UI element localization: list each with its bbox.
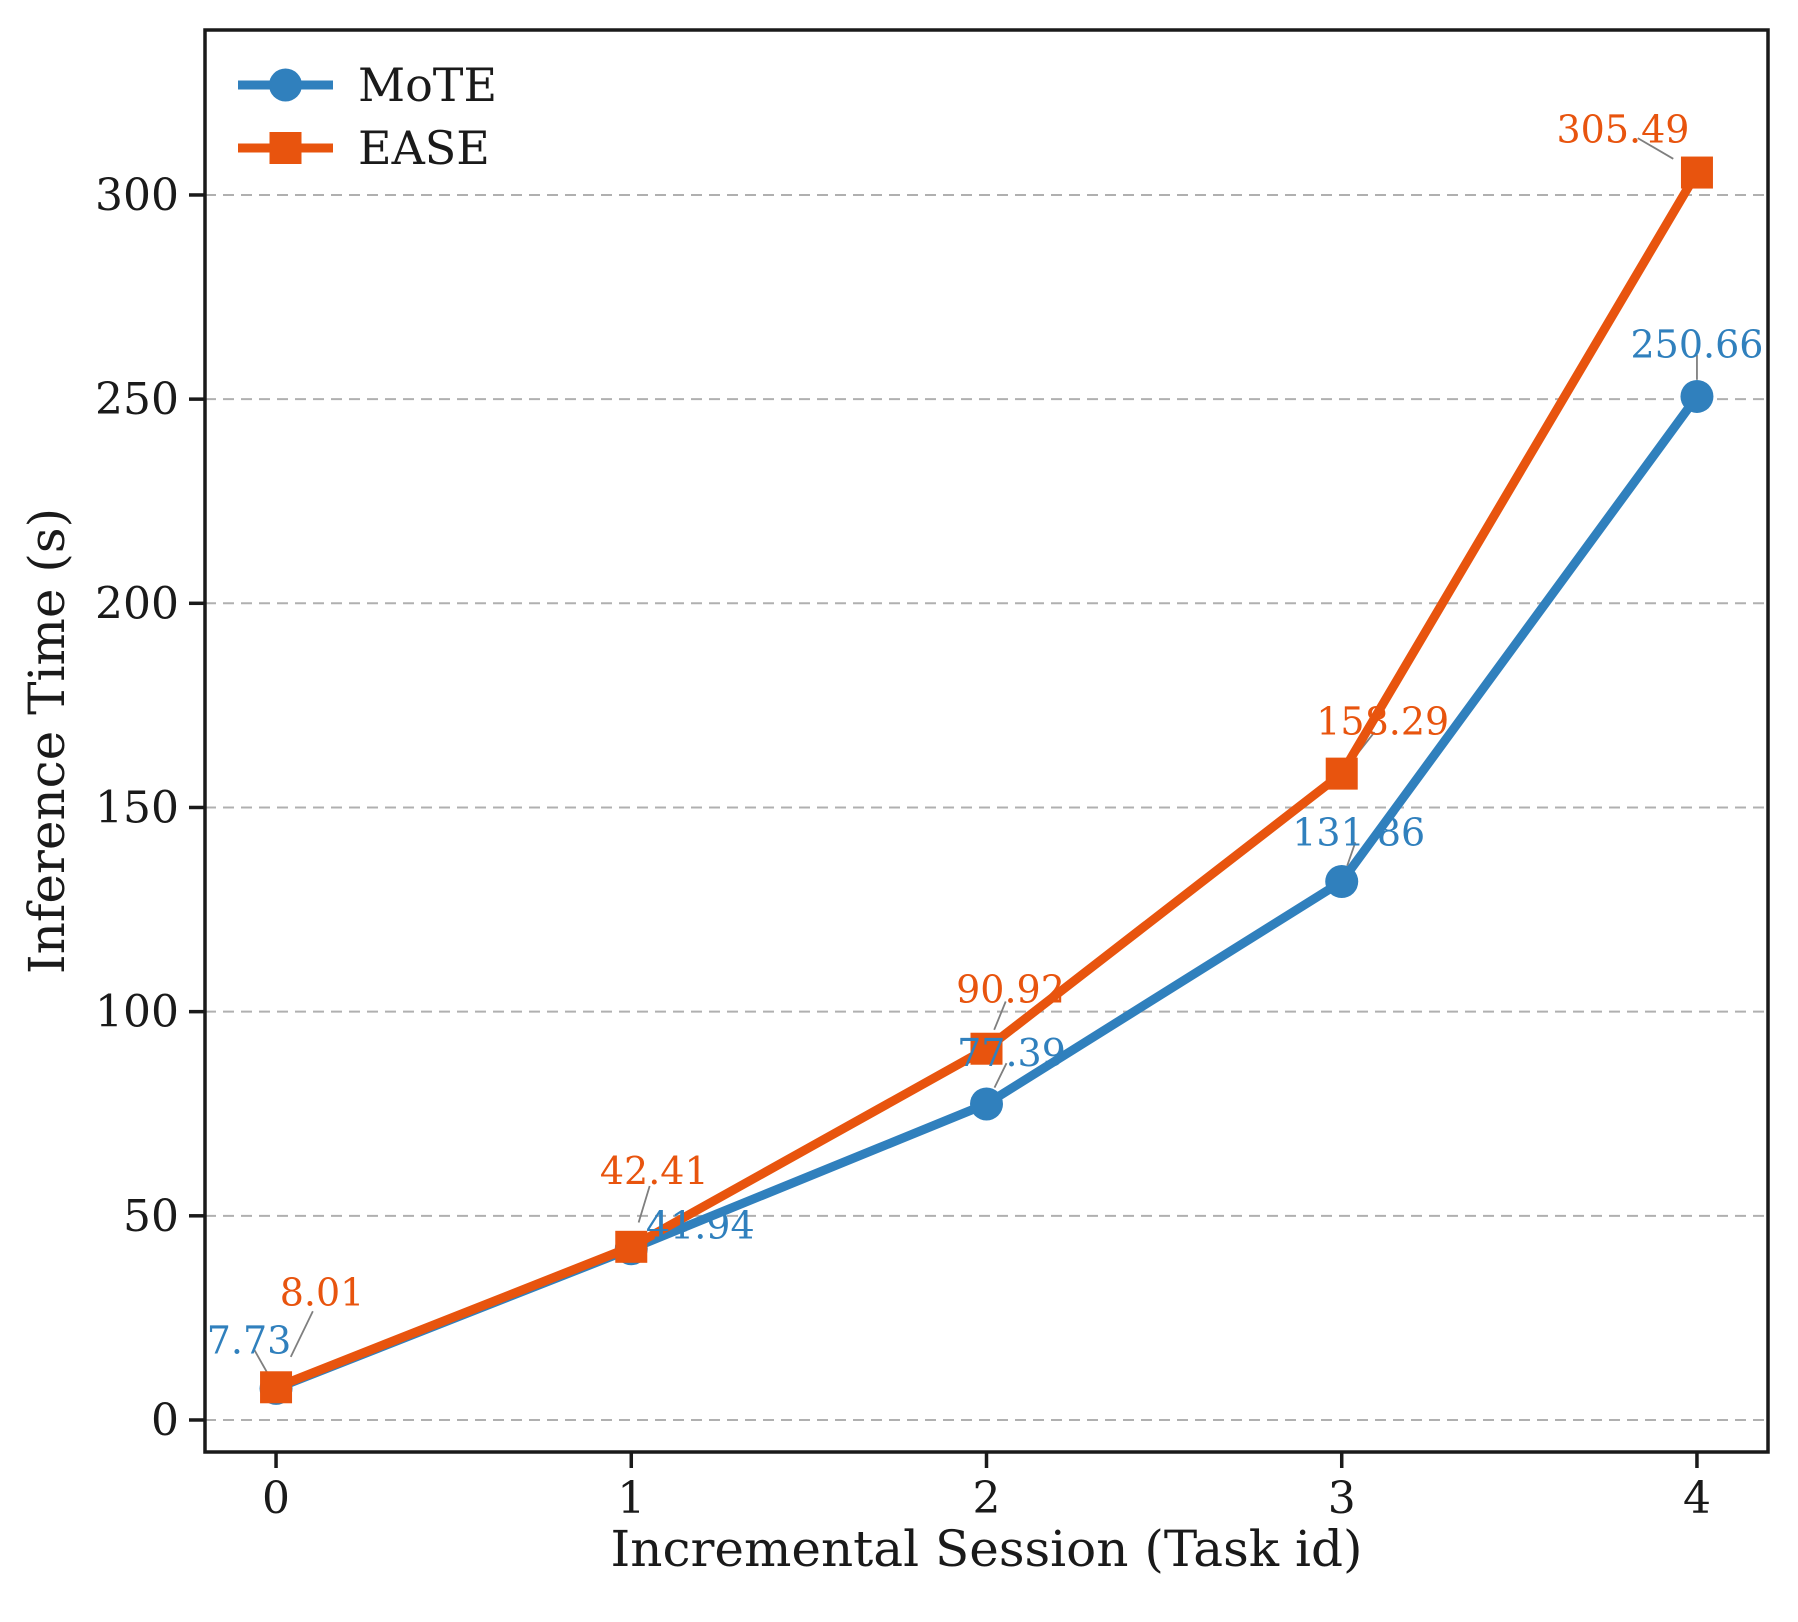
mote-value-label-0: 7.73: [207, 1318, 292, 1362]
legend: MoTE EASE: [238, 58, 497, 175]
legend-label-ease: EASE: [358, 121, 490, 175]
legend-marker-mote: [269, 68, 302, 102]
mote-marker-2: [970, 1087, 1003, 1121]
mote-marker-4: [1680, 379, 1714, 413]
mote-value-label-2: 77.39: [957, 1031, 1066, 1075]
ease-line: [271, 168, 1702, 1392]
y-tick-label-100: 100: [95, 987, 179, 1038]
y-tick-label-0: 0: [151, 1395, 179, 1446]
ease-leader-4: [1637, 137, 1674, 160]
ease-marker-3: [1325, 757, 1358, 790]
ease-marker-1: [615, 1230, 648, 1263]
mote-value-label-4: 250.66: [1630, 322, 1763, 366]
x-tick-label-4: 4: [1683, 1473, 1711, 1524]
x-axis-label: Incremental Session (Task id): [611, 1520, 1363, 1578]
legend-marker-ease: [269, 132, 302, 164]
axes-spines: [203, 28, 1770, 1454]
annotation-leader-lines: [253, 137, 1698, 1374]
x-tick-label-3: 3: [1328, 1473, 1356, 1524]
data-series: [259, 156, 1714, 1405]
ease-marker-4: [1680, 156, 1713, 189]
ease-leader-0: [289, 1310, 314, 1358]
ease-value-label-2: 90.92: [956, 968, 1065, 1012]
mote-leader-3: [1346, 842, 1357, 867]
gridlines: [205, 193, 1768, 1421]
y-tick-label-200: 200: [95, 578, 179, 629]
ease-leader-2: [993, 1001, 1007, 1031]
legend-item-ease: EASE: [238, 121, 490, 175]
x-tick-label-0: 0: [262, 1473, 290, 1524]
ease-leader-1: [637, 1185, 651, 1223]
ease-value-label-3: 158.29: [1316, 700, 1449, 744]
y-tick-label-150: 150: [95, 782, 179, 833]
ease-value-label-1: 42.41: [600, 1149, 709, 1193]
mote-marker-3: [1325, 865, 1359, 899]
legend-item-mote: MoTE: [238, 58, 497, 112]
y-axis-label: Inference Time (s): [18, 508, 76, 974]
ease-value-label-4: 305.49: [1556, 108, 1689, 152]
plot-border: [203, 28, 1770, 1454]
legend-label-mote: MoTE: [358, 58, 497, 112]
ease-marker-0: [260, 1371, 293, 1404]
mote-line: [271, 391, 1702, 1393]
mote-value-label-1: 41.94: [646, 1204, 755, 1248]
y-tick-label-50: 50: [123, 1191, 179, 1242]
mote-leader-0: [253, 1349, 269, 1374]
y-tick-label-300: 300: [95, 170, 179, 221]
ease-value-label-0: 8.01: [280, 1270, 365, 1314]
value-annotations: 7.73 41.94 77.39 131.86 250.66 8.01 42.41 90.92…: [207, 108, 1764, 1363]
mote-leader-2: [993, 1062, 1008, 1089]
ease-marker-2: [970, 1032, 1003, 1065]
x-tick-label-2: 2: [973, 1473, 1001, 1524]
axis-ticks: 0 1 2 3 4 0 50 100 150 200 250 300: [95, 170, 1711, 1524]
y-tick-label-250: 250: [95, 374, 179, 425]
x-tick-label-1: 1: [617, 1473, 645, 1524]
mote-value-label-3: 131.86: [1292, 811, 1425, 855]
